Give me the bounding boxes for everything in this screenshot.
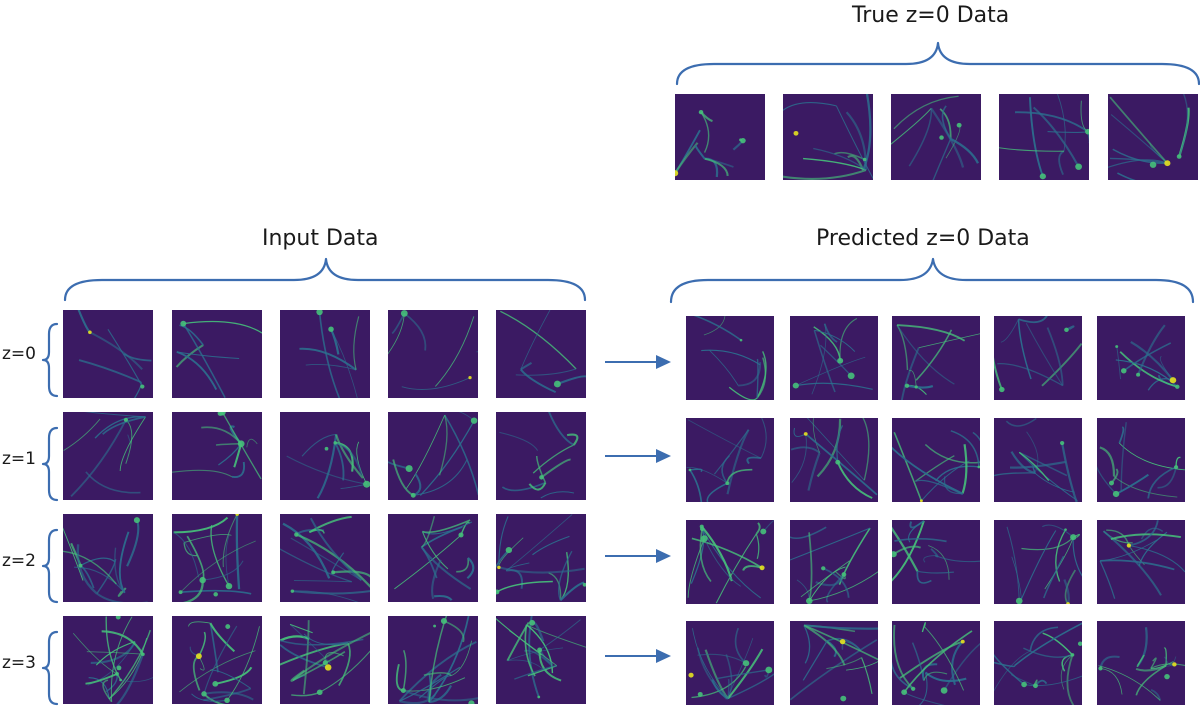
predicted-tile [892, 520, 980, 604]
row-label-z1: z=1 [2, 449, 36, 469]
input-tile [388, 616, 478, 704]
input-tile [63, 616, 153, 704]
input-tile [280, 412, 370, 500]
predicted-tile [1097, 520, 1185, 604]
predicted-tile [994, 621, 1082, 705]
row-brace-z2 [41, 528, 59, 604]
true-data-brace [675, 41, 1200, 86]
arrow-row-z0 [605, 355, 671, 369]
input-tile [496, 514, 586, 602]
input-tile [280, 310, 370, 398]
predicted-tile [994, 316, 1082, 400]
input-tile [172, 514, 262, 602]
input-tile [172, 412, 262, 500]
row-brace-z0 [41, 322, 59, 398]
predicted-tile [1097, 316, 1185, 400]
arrow-row-z2 [605, 549, 671, 563]
input-tile [388, 412, 478, 500]
predicted-tile [686, 316, 774, 400]
input-tile [63, 412, 153, 500]
row-label-z3: z=3 [2, 653, 36, 673]
predicted-tile [892, 621, 980, 705]
input-tile [496, 616, 586, 704]
predicted-tile [790, 520, 878, 604]
true-tile [675, 94, 765, 180]
predicted-tile [686, 621, 774, 705]
input-tile [388, 310, 478, 398]
input-tile [280, 514, 370, 602]
input-tile [496, 310, 586, 398]
input-tile [172, 310, 262, 398]
true-tile [999, 94, 1089, 180]
input-tile [496, 412, 586, 500]
true-tile [1108, 94, 1198, 180]
predicted-tile [790, 316, 878, 400]
predicted-tile [686, 520, 774, 604]
true-tile [783, 94, 873, 180]
predicted-tile [1097, 418, 1185, 502]
row-label-z2: z=2 [2, 551, 36, 571]
predicted-tile [892, 316, 980, 400]
row-brace-z1 [41, 426, 59, 502]
predicted-data-title: Predicted z=0 Data [816, 226, 1030, 251]
predicted-tile [790, 621, 878, 705]
input-tile [280, 616, 370, 704]
arrow-row-z1 [605, 449, 671, 463]
input-tile [63, 310, 153, 398]
input-tile [388, 514, 478, 602]
true-data-title: True z=0 Data [852, 3, 1010, 28]
predicted-tile [892, 418, 980, 502]
input-data-title: Input Data [262, 226, 379, 251]
true-tile [891, 94, 981, 180]
input-tile [63, 514, 153, 602]
predicted-tile [686, 418, 774, 502]
predicted-data-brace [669, 257, 1195, 304]
input-data-brace [63, 257, 587, 302]
arrow-row-z3 [605, 649, 671, 663]
predicted-tile [790, 418, 878, 502]
input-tile [172, 616, 262, 704]
predicted-tile [1097, 621, 1185, 705]
row-brace-z3 [41, 630, 59, 706]
predicted-tile [994, 418, 1082, 502]
row-label-z0: z=0 [2, 344, 36, 364]
predicted-tile [994, 520, 1082, 604]
